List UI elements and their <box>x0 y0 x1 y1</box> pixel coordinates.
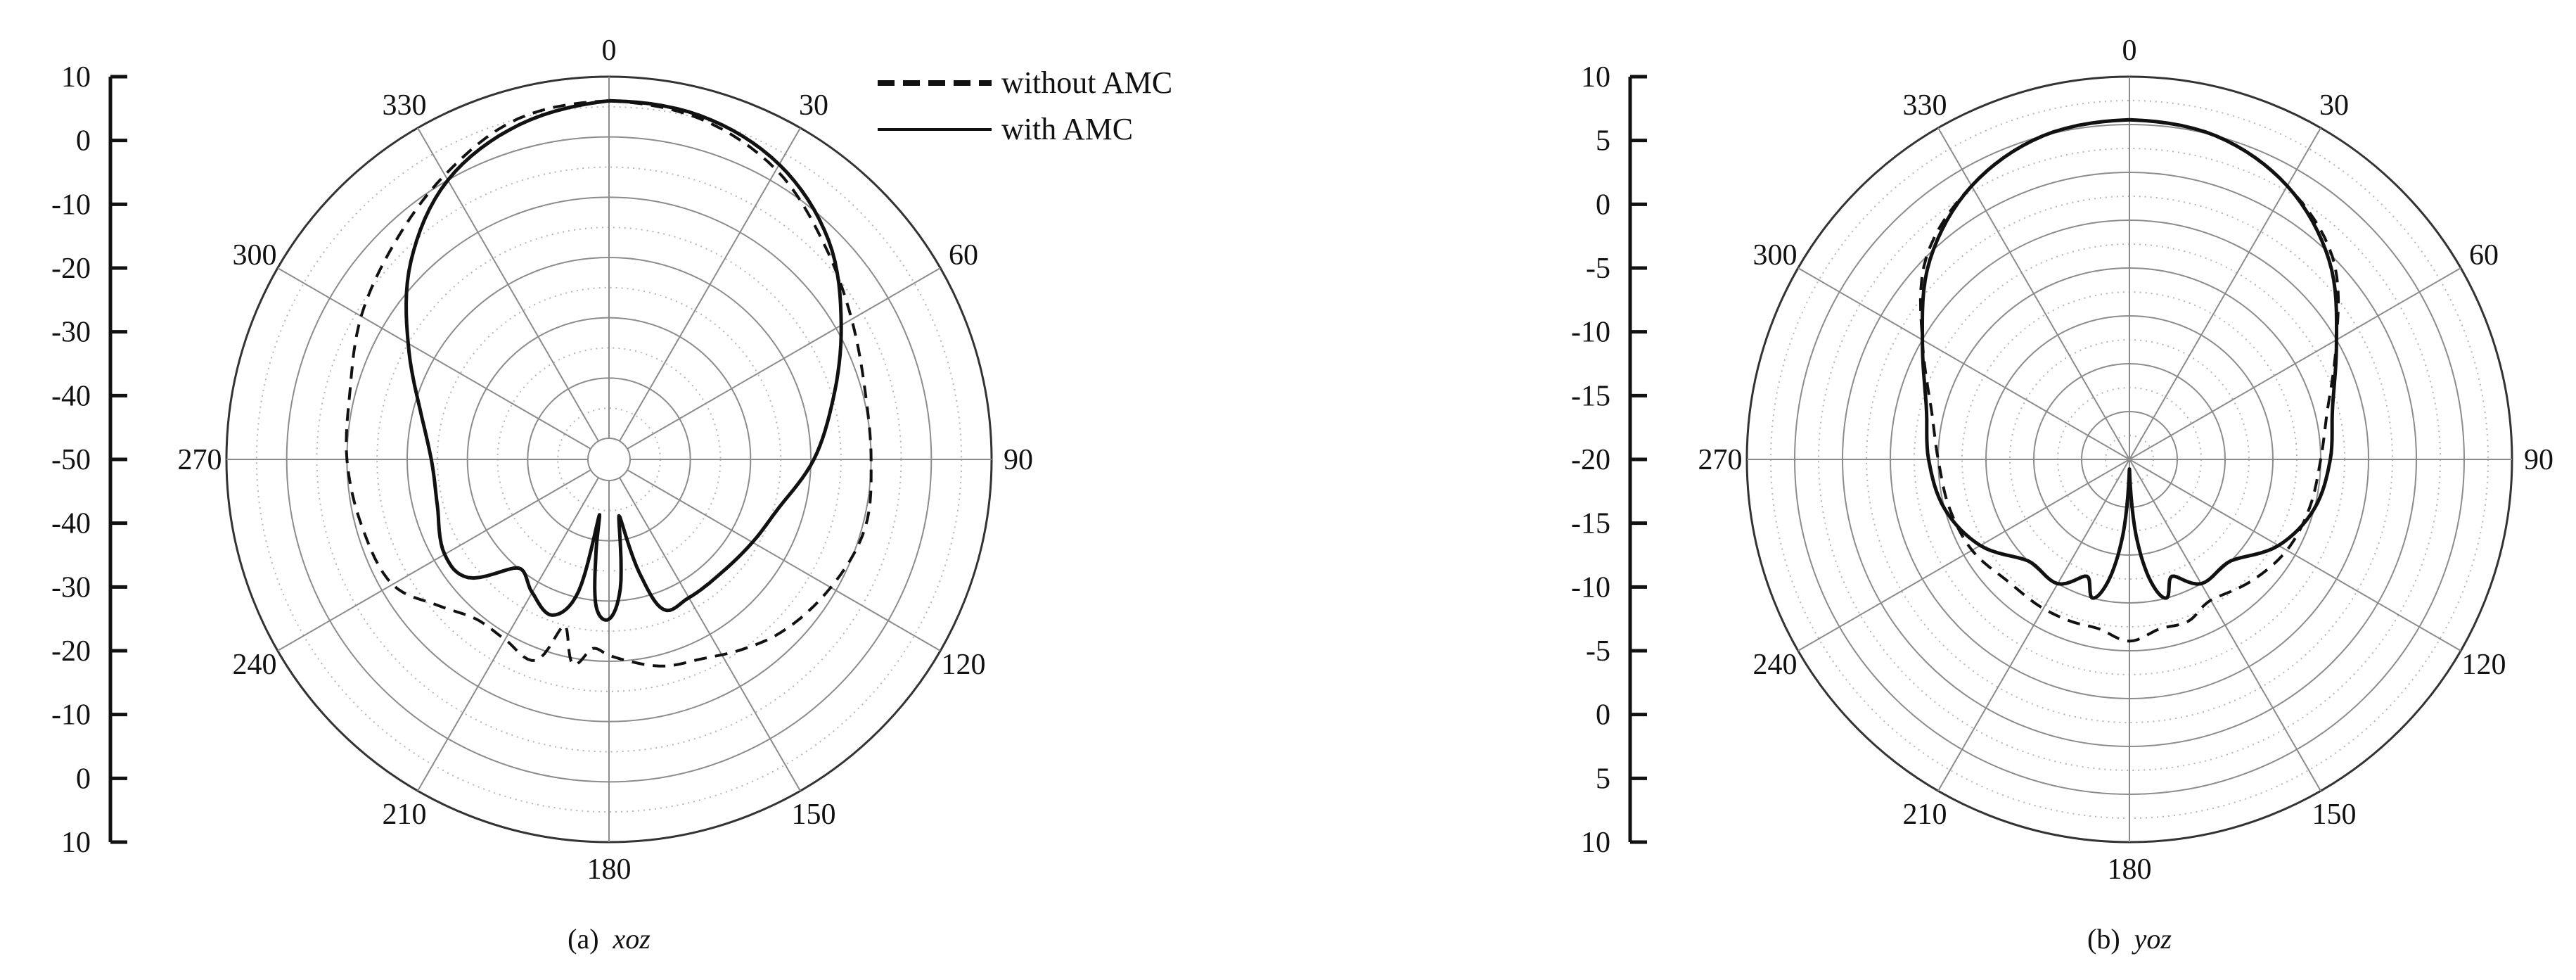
radial-axis-b: 10 5 0 -5 -10 -15 -20 -15 -10 -5 0 5 10 <box>1571 61 1647 859</box>
radial-tick-label: -40 <box>51 380 91 412</box>
angle-labels-a: 0 30 60 90 120 150 180 210 240 270 300 330 <box>178 34 1034 886</box>
spoke-300 <box>1798 267 2130 460</box>
angle-label-210: 210 <box>1903 798 1947 831</box>
radial-tick-label: -5 <box>1586 253 1610 285</box>
spoke-120 <box>627 469 941 651</box>
legend: without AMC with AMC <box>878 65 1172 146</box>
angle-label-180: 180 <box>587 853 632 886</box>
polar-grid-a <box>225 75 993 844</box>
caption-b-plane: yoz <box>2132 923 2172 955</box>
angle-label-30: 30 <box>2319 89 2349 122</box>
angle-label-60: 60 <box>2469 239 2499 272</box>
spoke-300 <box>277 267 591 450</box>
radial-tick-label: -10 <box>1571 317 1610 349</box>
radial-tick-label: -20 <box>51 253 91 285</box>
spoke-60 <box>2129 267 2461 460</box>
radial-tick-label: -15 <box>1571 508 1610 540</box>
radial-tick-label: 0 <box>1596 189 1610 221</box>
spoke-30 <box>619 127 801 442</box>
spoke-330 <box>1937 127 2130 460</box>
radial-tick-label: 10 <box>61 827 91 859</box>
panel-a-xoz: 0 30 60 90 120 150 180 210 240 270 300 330 10 0 -10 -2… <box>51 34 1172 955</box>
angle-label-330: 330 <box>383 89 427 122</box>
angle-label-330: 330 <box>1903 89 1947 122</box>
angle-label-240: 240 <box>232 649 276 681</box>
radial-tick-label: -5 <box>1586 635 1610 668</box>
angle-label-270: 270 <box>1698 444 1743 476</box>
angle-label-120: 120 <box>2462 649 2506 681</box>
radial-tick-label: -10 <box>51 699 91 732</box>
angle-label-240: 240 <box>1752 649 1797 681</box>
series-without-amc <box>345 99 873 668</box>
spoke-240 <box>277 469 591 651</box>
major-ring <box>587 438 631 481</box>
legend-label-1: with AMC <box>1001 112 1133 146</box>
spoke-330 <box>417 127 599 442</box>
radial-tick-label: -15 <box>1571 380 1610 412</box>
angle-label-300: 300 <box>232 239 276 272</box>
spoke-240 <box>1798 459 2130 651</box>
angle-label-90: 90 <box>1004 444 1033 476</box>
radial-tick-label: 10 <box>1581 827 1610 859</box>
caption-a-plane: xoz <box>613 923 651 955</box>
radial-tick-label: 5 <box>1596 763 1610 795</box>
angle-label-300: 300 <box>1752 239 1797 272</box>
series-a <box>345 98 873 668</box>
radial-tick-label: 0 <box>1596 699 1610 732</box>
radial-tick-label: -10 <box>1571 571 1610 604</box>
angle-label-270: 270 <box>178 444 222 476</box>
angle-label-90: 90 <box>2524 444 2553 476</box>
radial-axis-a: 10 0 -10 -20 -30 -40 -50 -40 -30 -20 -10 0 10 <box>51 61 127 859</box>
angle-label-120: 120 <box>942 649 986 681</box>
angle-label-150: 150 <box>792 798 836 831</box>
spoke-30 <box>2129 127 2321 460</box>
spoke-210 <box>1937 459 2130 791</box>
angle-label-180: 180 <box>2108 853 2152 886</box>
series-with-amc <box>404 98 843 622</box>
angle-label-0: 0 <box>2122 34 2137 67</box>
panel-b-yoz: 0 30 60 90 120 150 180 210 240 270 300 330 10 5 0 -5 -1… <box>1571 34 2553 955</box>
radial-tick-label: 0 <box>76 125 91 158</box>
radial-tick-label: -20 <box>1571 444 1610 476</box>
spoke-150 <box>619 477 801 791</box>
legend-label-0: without AMC <box>1001 65 1172 100</box>
caption-b: (b) yoz <box>2087 923 2172 955</box>
angle-label-210: 210 <box>383 798 427 831</box>
polar-grid-b <box>1745 75 2513 844</box>
radial-tick-label: -20 <box>51 635 91 668</box>
radial-tick-label: -40 <box>51 508 91 540</box>
angle-label-0: 0 <box>602 34 617 67</box>
angle-label-150: 150 <box>2312 798 2357 831</box>
spoke-120 <box>2129 459 2461 651</box>
angle-label-60: 60 <box>949 239 978 272</box>
angle-label-30: 30 <box>799 89 828 122</box>
series-with-amc <box>1921 117 2338 600</box>
spoke-150 <box>2129 459 2321 791</box>
radial-tick-label: -50 <box>51 444 91 476</box>
radial-tick-label: -10 <box>51 189 91 221</box>
caption-a: (a) xoz <box>568 923 651 955</box>
series-b <box>1918 117 2340 643</box>
caption-a-prefix: (a) <box>568 923 598 955</box>
radial-tick-label: -30 <box>51 571 91 604</box>
radial-tick-label: 10 <box>61 61 91 94</box>
radial-tick-label: 10 <box>1581 61 1610 94</box>
angle-labels-b: 0 30 60 90 120 150 180 210 240 270 300 330 <box>1698 34 2554 886</box>
radial-tick-label: -30 <box>51 317 91 349</box>
caption-b-prefix: (b) <box>2087 923 2120 955</box>
radial-tick-label: 5 <box>1596 125 1610 158</box>
spoke-210 <box>417 477 599 791</box>
radial-tick-label: 0 <box>76 763 91 795</box>
spoke-60 <box>627 267 941 450</box>
